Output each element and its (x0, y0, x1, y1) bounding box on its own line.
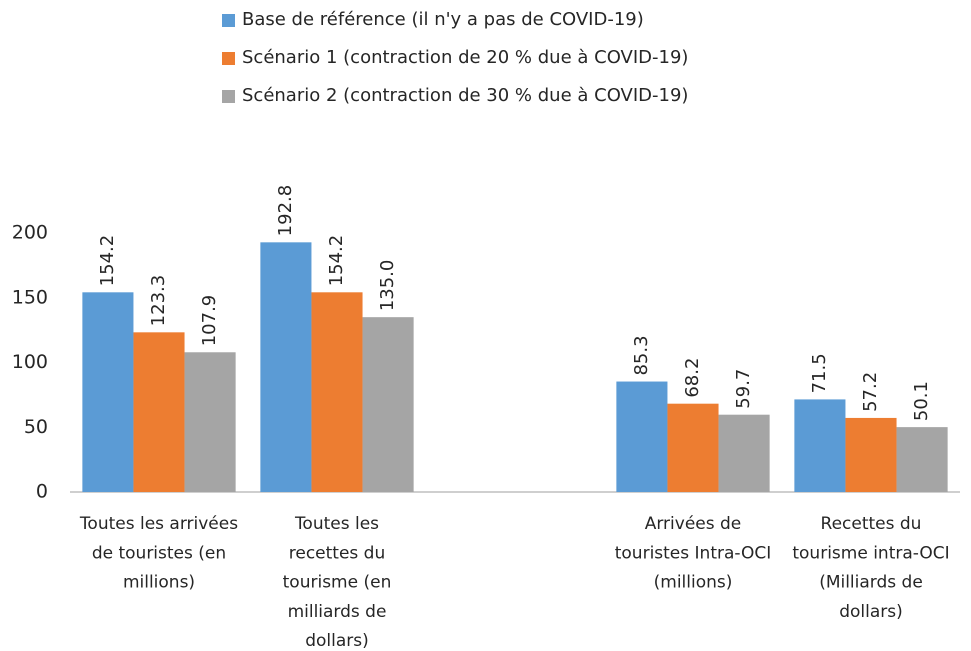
y-tick-label: 50 (24, 416, 48, 438)
legend-marker (222, 14, 235, 27)
bar (667, 403, 719, 492)
data-label: 71.5 (809, 353, 830, 393)
data-label: 57.2 (860, 372, 881, 412)
bar (311, 292, 363, 492)
legend-label: Base de référence (il n'y a pas de COVID… (242, 9, 644, 30)
x-tick-label: Toutes les recettes du tourisme (en milliar… (283, 514, 392, 651)
bar (794, 399, 846, 492)
data-label: 107.9 (199, 295, 220, 347)
bar (718, 414, 770, 492)
data-label: 154.2 (326, 235, 347, 287)
legend-marker (222, 52, 235, 65)
y-tick-label: 100 (12, 351, 48, 373)
data-label: 68.2 (682, 358, 703, 398)
y-tick-label: 0 (36, 481, 48, 503)
y-tick-label: 150 (12, 286, 48, 308)
x-tick-label: Arrivées de touristes Intra-OCI (millions) (615, 514, 772, 593)
x-tick-label: Toutes les arrivées de touristes (en milli… (79, 514, 238, 593)
legend-marker (222, 90, 235, 103)
data-label: 154.2 (97, 235, 118, 287)
data-label: 135.0 (377, 260, 398, 312)
bar (82, 292, 134, 492)
legend-label: Scénario 1 (contraction de 20 % due à CO… (242, 47, 688, 68)
data-label: 50.1 (911, 381, 932, 421)
bar (133, 332, 185, 492)
data-label: 192.8 (275, 185, 296, 237)
y-tick-label: 200 (12, 222, 48, 244)
data-label: 59.7 (733, 369, 754, 409)
legend-label: Scénario 2 (contraction de 30 % due à CO… (242, 85, 688, 106)
bar (845, 417, 897, 492)
bar (616, 381, 668, 492)
bar (184, 352, 236, 492)
bar (362, 317, 414, 492)
data-label: 85.3 (631, 335, 652, 375)
bar (896, 427, 948, 492)
data-label: 123.3 (148, 275, 169, 327)
x-tick-label: Recettes du tourisme intra-OCI (Milliards … (792, 514, 949, 622)
bar (260, 242, 312, 492)
